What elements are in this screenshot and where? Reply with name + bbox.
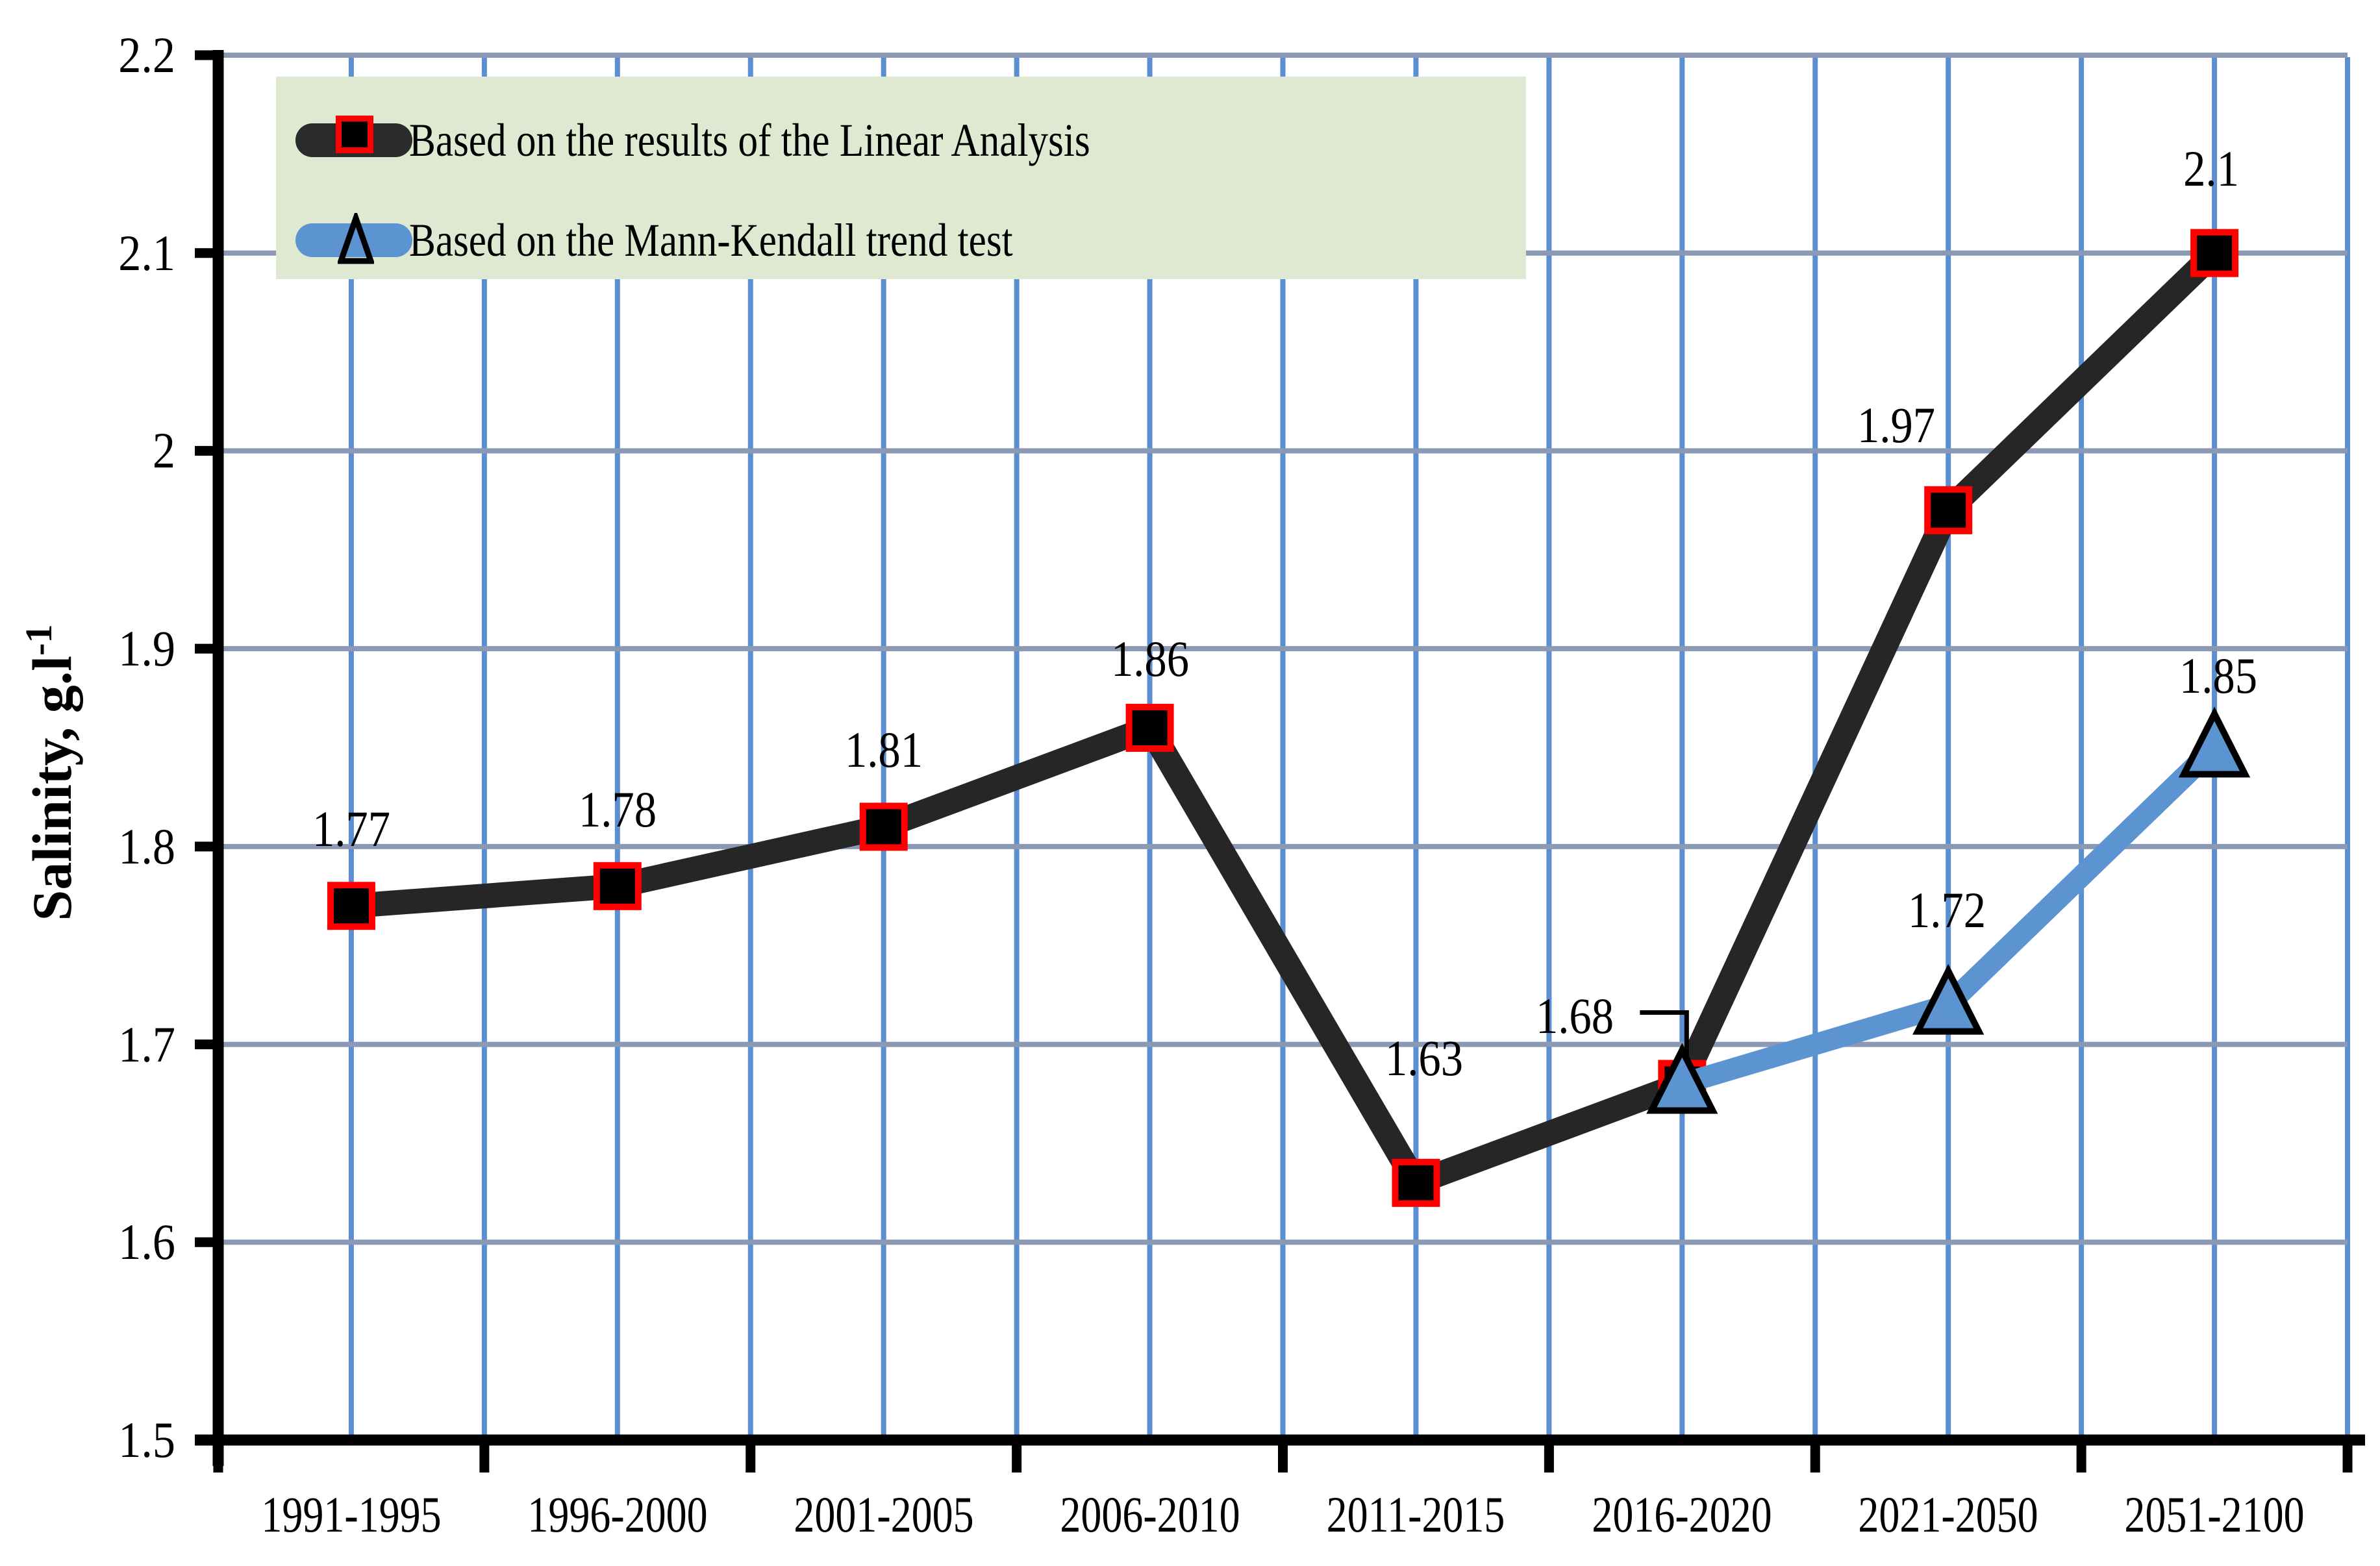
legend-row-mann-kendall: Based on the Mann-Kendall trend test xyxy=(276,201,1526,279)
triangle-data-marker xyxy=(1646,1043,1718,1114)
triangle-data-marker xyxy=(1912,963,1985,1035)
annotation-leader-line xyxy=(1640,1010,1689,1060)
square-data-marker xyxy=(1125,704,1174,752)
square-data-marker xyxy=(327,882,375,930)
square-data-marker xyxy=(593,862,642,910)
legend-label-mann-kendall: Based on the Mann-Kendall trend test xyxy=(409,214,1013,266)
triangle-data-marker xyxy=(2178,706,2251,778)
square-data-marker xyxy=(859,802,908,851)
legend: Based on the results of the Linear Analy… xyxy=(276,77,1526,279)
triangle-marker-icon xyxy=(338,213,374,264)
square-data-marker xyxy=(1924,486,1973,534)
square-data-marker xyxy=(2190,229,2239,277)
legend-row-linear-analysis: Based on the results of the Linear Analy… xyxy=(276,101,1526,179)
square-marker-icon xyxy=(336,116,373,153)
legend-label-linear-analysis: Based on the results of the Linear Analy… xyxy=(409,114,1090,166)
square-data-marker xyxy=(1392,1158,1440,1207)
linear-analysis-line xyxy=(350,244,2223,1199)
